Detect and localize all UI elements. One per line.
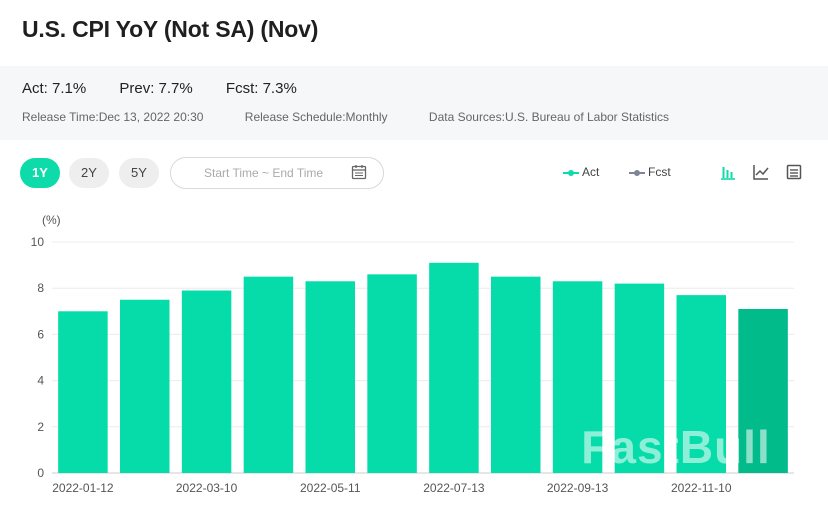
legend-actual[interactable]: Act xyxy=(563,165,599,179)
bar-chart-icon[interactable] xyxy=(719,163,737,181)
legend-actual-marker xyxy=(563,168,579,178)
bar-2022-05-11[interactable] xyxy=(305,281,356,473)
y-tick-label: 6 xyxy=(37,327,44,341)
y-axis-unit-label: (%) xyxy=(42,213,61,227)
release-info-panel: Act: 7.1% Prev: 7.7% Fcst: 7.3% Release … xyxy=(0,66,828,140)
forecast-value: Fcst: 7.3% xyxy=(225,80,297,97)
stats-row: Act: 7.1% Prev: 7.7% Fcst: 7.3% xyxy=(22,80,326,97)
y-tick-label: 2 xyxy=(37,420,44,434)
y-tick-label: 4 xyxy=(37,374,44,388)
line-chart-icon[interactable] xyxy=(752,163,770,181)
meta-row: Release Time:Dec 13, 2022 20:30 Release … xyxy=(22,110,707,124)
calendar-icon[interactable] xyxy=(351,164,367,180)
actual-value: Act: 7.1% xyxy=(22,80,87,97)
previous-value: Prev: 7.7% xyxy=(119,80,193,97)
x-tick-label: 2022-03-10 xyxy=(176,481,238,495)
range-button-2y[interactable]: 2Y xyxy=(69,158,109,188)
data-source: Data Sources:U.S. Bureau of Labor Statis… xyxy=(428,110,670,124)
bar-2022-12-13[interactable] xyxy=(738,308,788,473)
legend-forecast-marker xyxy=(629,168,645,178)
watermark: FastBull xyxy=(581,421,770,473)
table-icon[interactable] xyxy=(785,163,803,181)
bar-2022-01-12[interactable] xyxy=(58,311,108,473)
y-tick-label: 8 xyxy=(37,281,44,295)
bar-2022-09-13[interactable] xyxy=(552,281,603,473)
date-range-placeholder: Start Time ~ End Time xyxy=(204,166,324,180)
y-tick-label: 10 xyxy=(31,235,45,249)
x-tick-label: 2022-05-11 xyxy=(300,481,361,495)
bar-2022-06-10[interactable] xyxy=(367,274,417,473)
x-tick-label: 2022-07-13 xyxy=(423,481,485,495)
bar-2022-04-12[interactable] xyxy=(243,276,294,473)
y-tick-label: 0 xyxy=(37,466,44,480)
x-tick-label: 2022-09-13 xyxy=(547,481,609,495)
release-time: Release Time:Dec 13, 2022 20:30 xyxy=(22,110,204,124)
cpi-bar-chart: (%) 0 2 4 6 8 10 2022-01-12 2022-03-10 2022-05-… xyxy=(31,213,794,495)
bar-2022-08-10[interactable] xyxy=(491,276,541,473)
bar-2022-10-13[interactable] xyxy=(614,283,665,473)
date-range-picker[interactable]: Start Time ~ End Time xyxy=(170,157,384,189)
range-button-5y[interactable]: 5Y xyxy=(119,158,159,188)
range-button-1y[interactable]: 1Y xyxy=(20,158,60,188)
x-tick-label: 2022-11-10 xyxy=(671,481,732,495)
x-tick-label: 2022-01-12 xyxy=(52,481,114,495)
page-title: U.S. CPI YoY (Not SA) (Nov) xyxy=(22,16,319,42)
bar-2022-02-10[interactable] xyxy=(120,299,170,473)
bar-2022-07-13[interactable] xyxy=(429,262,479,473)
release-schedule: Release Schedule:Monthly xyxy=(244,110,388,124)
legend-forecast[interactable]: Fcst xyxy=(629,165,671,179)
legend-actual-label: Act xyxy=(582,165,600,179)
bar-2022-03-10[interactable] xyxy=(181,290,232,473)
legend-forecast-label: Fcst xyxy=(648,165,671,179)
bar-2022-11-10[interactable] xyxy=(676,295,727,473)
